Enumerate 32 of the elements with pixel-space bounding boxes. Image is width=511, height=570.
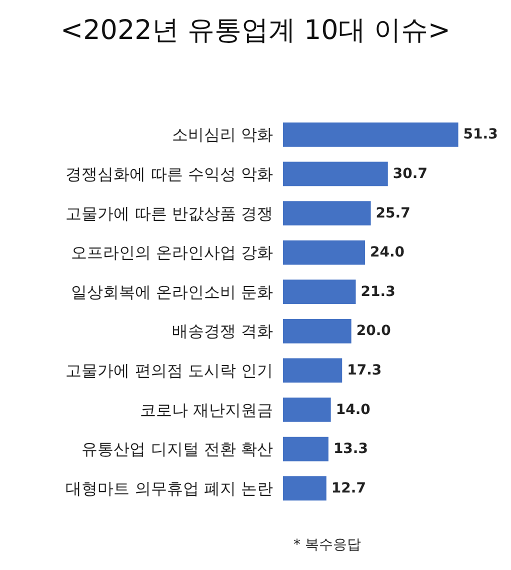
bar — [283, 240, 365, 265]
y-tick-label: 소비심리 악화 — [172, 125, 273, 144]
y-tick-label: 유통산업 디지털 전환 확산 — [82, 440, 273, 459]
bar — [283, 476, 326, 501]
data-label: 24.0 — [370, 244, 405, 261]
y-tick-label: 고물가에 편의점 도시락 인기 — [66, 360, 273, 380]
data-label: 25.7 — [376, 205, 410, 222]
data-label: 51.3 — [463, 126, 498, 143]
data-label: 20.0 — [356, 323, 392, 340]
data-label: 14.0 — [336, 402, 371, 418]
bar — [283, 201, 371, 226]
bar — [283, 398, 331, 422]
y-tick-label: 경쟁심화에 따른 수익성 악화 — [66, 164, 273, 184]
bar — [283, 122, 458, 147]
y-tick-label: 고물가에 따른 반값상품 경쟁 — [66, 204, 273, 223]
y-tick-label: 일상회복에 온라인소비 둔화 — [70, 282, 273, 302]
data-label: 13.3 — [333, 441, 368, 458]
data-label: 21.3 — [360, 284, 396, 300]
data-label: 30.7 — [392, 166, 428, 182]
bar — [283, 280, 356, 304]
y-tick-label: 대형마트 의무휴업 폐지 논란 — [66, 478, 273, 498]
bar — [283, 162, 388, 186]
data-label: 12.7 — [331, 480, 366, 496]
y-tick-label: 코로나 재난지원금 — [140, 400, 273, 420]
chart-title: <2022년 유통업계 10대 이슈> — [60, 15, 451, 46]
bar — [283, 436, 328, 462]
y-tick-label: 배송경쟁 격화 — [172, 322, 273, 341]
y-tick-label: 오프라인의 온라인사업 강화 — [70, 243, 273, 262]
data-label: 17.3 — [347, 362, 382, 378]
text: * 복수응답 — [294, 537, 362, 553]
bar — [283, 318, 352, 344]
bar — [283, 358, 342, 383]
